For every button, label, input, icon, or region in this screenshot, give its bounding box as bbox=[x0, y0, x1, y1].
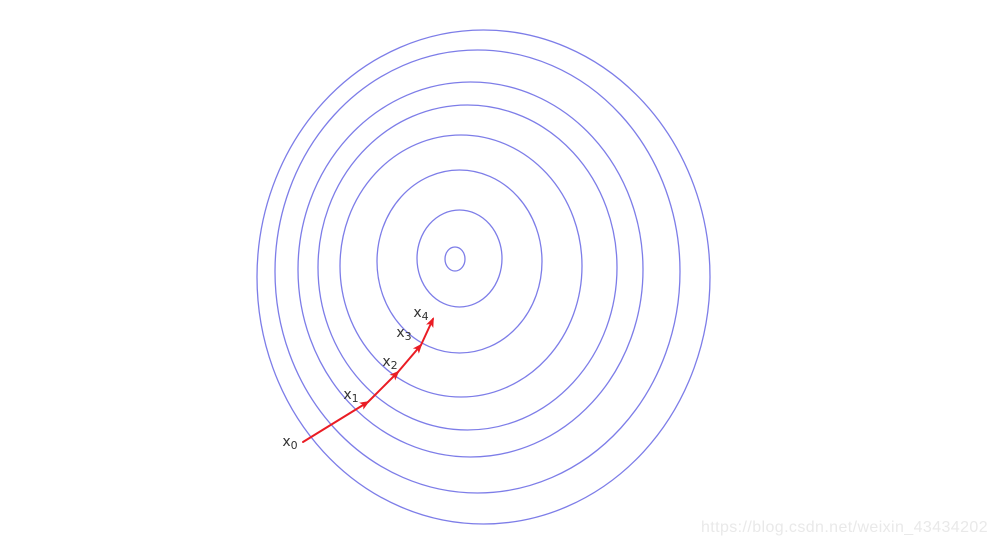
point-label: x3 bbox=[396, 325, 411, 343]
contour-ellipse bbox=[444, 246, 466, 272]
path-segment bbox=[367, 370, 400, 403]
path-segment bbox=[420, 317, 434, 346]
descent-path-group bbox=[302, 317, 434, 443]
watermark: https://blog.csdn.net/weixin_43434202 bbox=[701, 519, 988, 536]
point-label: x2 bbox=[382, 354, 397, 372]
point-label: x0 bbox=[282, 434, 297, 452]
path-segment bbox=[397, 343, 423, 373]
contour-ellipse bbox=[376, 169, 543, 354]
contour-ellipse bbox=[317, 104, 618, 431]
contour-group bbox=[256, 29, 711, 525]
point-label: x1 bbox=[343, 387, 358, 405]
contour-ellipse bbox=[339, 134, 583, 398]
contour-ellipse bbox=[256, 29, 711, 525]
contour-ellipse bbox=[416, 209, 503, 308]
contour-ellipse bbox=[274, 49, 681, 494]
path-segment bbox=[302, 400, 370, 443]
point-label: x4 bbox=[413, 305, 428, 323]
contour-ellipse bbox=[297, 81, 644, 458]
